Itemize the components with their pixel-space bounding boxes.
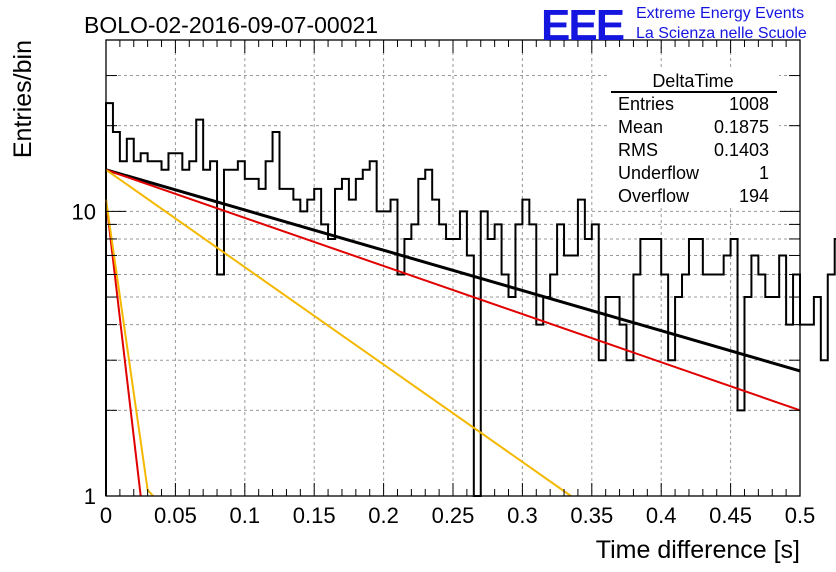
axis-ticks [105,39,801,496]
x-tick-label: 0.2 [368,503,399,528]
eee-logo: EEE [541,1,624,50]
stats-row-value: 1 [759,163,769,183]
fit-line-5 [105,199,154,497]
fit-line-4 [105,168,572,497]
fit-line-2 [105,168,801,412]
chart-title: BOLO-02-2016-09-07-00021 [84,12,378,38]
stats-row-value: 1008 [729,94,769,114]
stats-box: DeltaTime Entries 1008 Mean 0.1875 RMS 0.1403… [607,68,779,208]
histogram-layer [105,102,836,497]
x-tick-label: 0 [100,503,112,528]
x-tick-label: 0.3 [507,503,538,528]
y-tick-label: 10 [72,199,96,224]
x-tick-label: 0.15 [293,503,336,528]
stats-row-label: Entries [618,94,674,114]
x-tick-label: 0.25 [432,503,475,528]
x-tick-label: 0.05 [154,503,197,528]
y-axis-label: Entries/bin [9,40,37,158]
stats-row-label: RMS [618,140,658,160]
stats-row-label: Overflow [618,186,690,206]
x-axis-label: Time difference [s] [596,536,800,564]
x-tick-label: 0.4 [646,503,677,528]
x-tick-label: 0.5 [785,503,816,528]
fit-lines-layer [105,168,801,497]
org-name-line1: Extreme Energy Events [636,5,804,22]
stats-rows: Entries 1008 Mean 0.1875 RMS 0.1403 Underflow 1… [618,94,769,206]
fit-line-1 [105,168,801,373]
stats-title: DeltaTime [652,71,733,91]
y-tick-label: 1 [84,484,96,509]
x-tick-label: 0.35 [570,503,613,528]
tick-labels: 0 0.05 0.1 0.15 0.2 0.25 0.3 0.35 0.4 0.45 0.5 1 10 [72,199,816,528]
stats-row-label: Underflow [618,163,700,183]
stats-row-value: 194 [739,186,769,206]
histogram-outline [105,102,836,497]
stats-row-value: 0.1875 [714,117,769,137]
x-tick-label: 0.45 [709,503,752,528]
stats-row-label: Mean [618,117,663,137]
stats-row-value: 0.1403 [714,140,769,160]
x-tick-label: 0.1 [230,503,261,528]
org-name-line2: La Scienza nelle Scuole [636,25,807,42]
fit-line-3 [105,199,142,497]
